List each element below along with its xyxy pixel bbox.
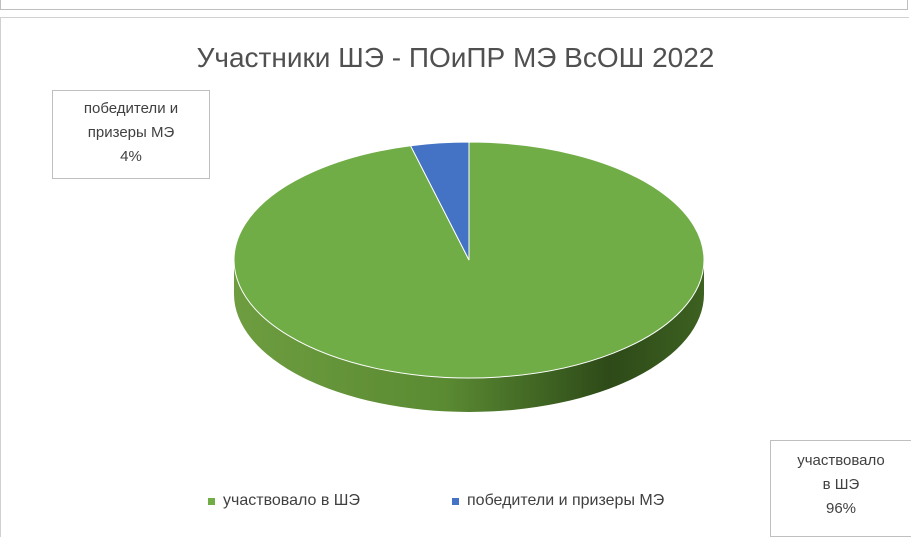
upper-frame (0, 0, 908, 10)
data-label-winners: победители и призеры МЭ 4% (52, 90, 210, 179)
data-label-participated-line2: в ШЭ (822, 476, 860, 493)
legend-item-winners[interactable]: победители и призеры МЭ (452, 492, 664, 510)
chart-title: Участники ШЭ - ПОиПР МЭ ВсОШ 2022 (196, 42, 715, 73)
legend-swatch-winners (452, 497, 459, 505)
data-label-participated-percent: 96% (825, 500, 857, 517)
data-label-participated-line1: участвовало (797, 452, 885, 469)
legend-label-winners: победители и призеры МЭ (467, 492, 665, 509)
data-label-winners-line2: призеры МЭ (87, 124, 175, 141)
data-label-winners-line1: победители и (83, 100, 179, 117)
pie-slice-winners[interactable] (409, 141, 470, 261)
pie-side-wall (234, 260, 704, 412)
legend-item-participated[interactable]: участвовало в ШЭ (208, 492, 360, 510)
data-label-participated: участвовало в ШЭ 96% (770, 440, 911, 537)
legend-swatch-participated (208, 497, 215, 505)
legend-label-participated: участвовало в ШЭ (223, 492, 360, 509)
data-label-winners-percent: 4% (120, 148, 142, 165)
chart-area (0, 17, 909, 537)
